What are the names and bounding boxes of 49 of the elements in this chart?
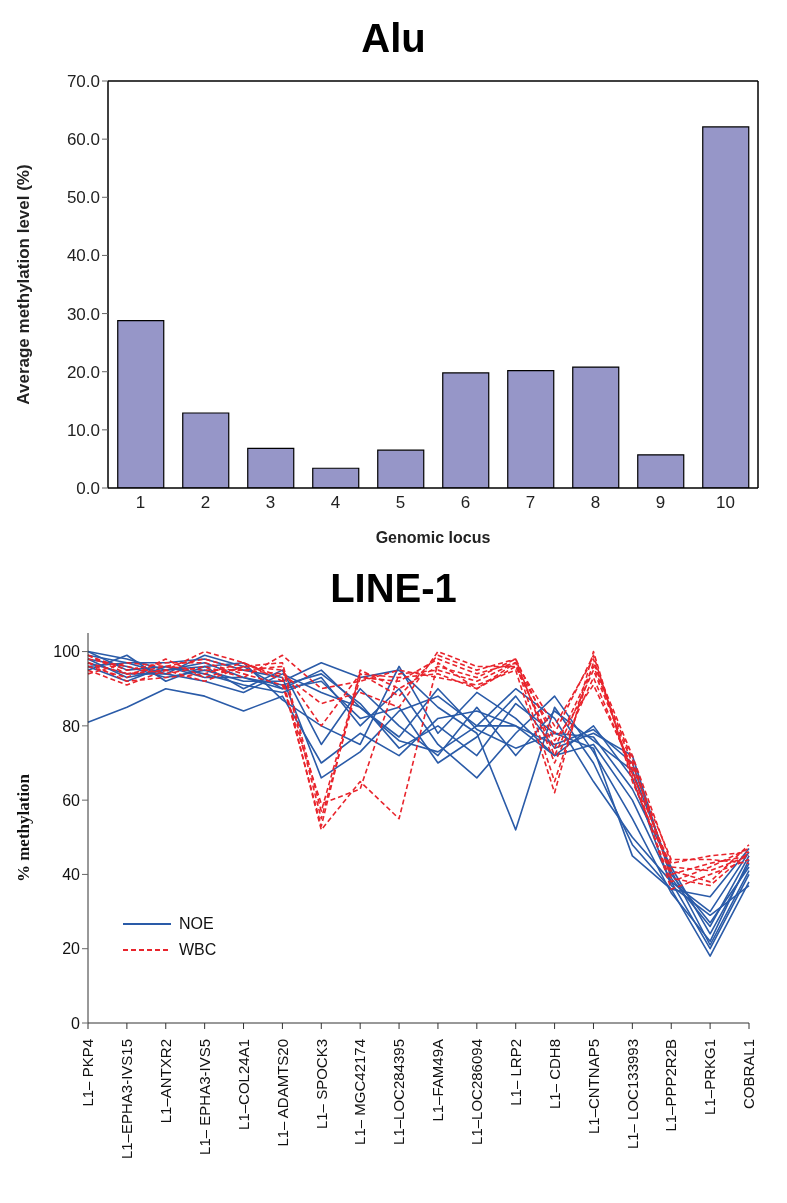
- x-tick-label: 4: [330, 493, 341, 513]
- x-tick-label: 3: [265, 493, 276, 513]
- x-axis-title: Genomic locus: [375, 529, 491, 546]
- y-tick-label: 80: [62, 717, 81, 735]
- legend-label: WBC: [179, 941, 217, 959]
- x-tick-label: L1– LOC133993: [623, 1039, 641, 1150]
- chart-title: Alu: [360, 15, 427, 62]
- y-tick-label: 40.0: [66, 246, 100, 266]
- x-tick-label: L1– CDH8: [545, 1039, 563, 1110]
- x-tick-label: L1–EPHA3-IVS15: [118, 1039, 136, 1160]
- x-tick-label: 8: [590, 493, 601, 513]
- y-tick-label: 0: [71, 1014, 81, 1032]
- x-tick-label: L1– LRP2: [506, 1039, 524, 1106]
- y-tick-label: 60.0: [66, 130, 100, 150]
- y-axis-title: Average methylation level (%): [14, 164, 34, 405]
- y-tick-label: 100: [53, 643, 81, 661]
- legend-label: NOE: [179, 915, 214, 933]
- y-tick-label: 50.0: [66, 188, 100, 208]
- x-tick-label: L1–PPP2R2B: [662, 1039, 680, 1132]
- x-tick-label: L1– PKP4: [79, 1039, 97, 1107]
- x-tick-label: L1– MGC42174: [351, 1039, 369, 1145]
- x-tick-label: 2: [200, 493, 211, 513]
- y-tick-label: 60: [62, 791, 81, 809]
- x-tick-label: L1–ANTXR2: [157, 1039, 175, 1124]
- y-tick-label: 30.0: [66, 304, 100, 324]
- x-tick-label: L1–LOC284395: [390, 1039, 408, 1145]
- x-tick-label: L1–LOC286094: [468, 1039, 486, 1145]
- y-tick-label: 40: [62, 866, 81, 884]
- chart-title: LINE-1: [329, 565, 458, 612]
- x-tick-label: L1– SPOCK3: [312, 1039, 330, 1130]
- x-tick-label: 7: [525, 493, 536, 513]
- y-tick-label: 0.0: [76, 479, 100, 499]
- y-tick-label: 20: [62, 940, 81, 958]
- x-tick-label: 6: [460, 493, 471, 513]
- x-tick-label: L1–PRKG1: [701, 1039, 719, 1115]
- y-axis-title: % methylation: [14, 773, 34, 883]
- x-tick-label: L1–FAM49A: [429, 1039, 447, 1122]
- x-tick-label: 1: [135, 493, 146, 513]
- x-tick-label: 9: [655, 493, 666, 513]
- x-tick-label: L1–CNTNAP5: [584, 1039, 602, 1135]
- x-tick-label: L1– EPHA3-IVS5: [195, 1039, 213, 1155]
- x-tick-label: L1– ADAMTS20: [273, 1039, 291, 1147]
- y-tick-label: 70.0: [66, 72, 100, 92]
- y-tick-label: 10.0: [66, 420, 100, 440]
- x-tick-label: COBRAL1: [740, 1039, 758, 1110]
- x-tick-label: 10: [716, 493, 735, 513]
- y-tick-label: 20.0: [66, 362, 100, 382]
- x-tick-label: L1–COL24A1: [234, 1039, 252, 1130]
- x-tick-label: 5: [395, 493, 406, 513]
